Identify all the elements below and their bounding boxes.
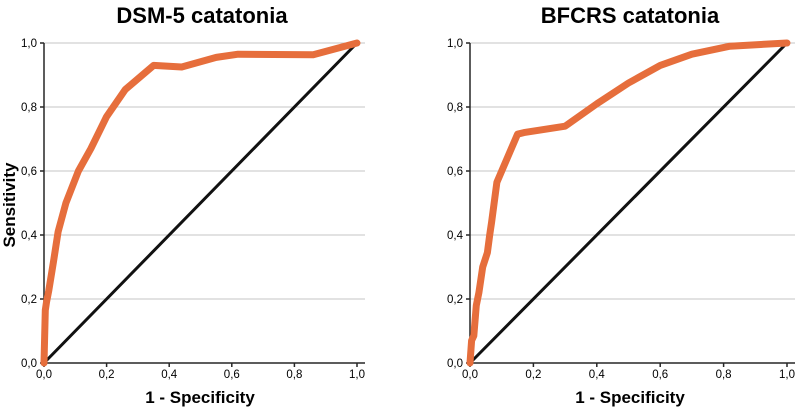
x-tick-label: 0,2 <box>525 369 541 381</box>
x-tick-label: 0,6 <box>652 369 668 381</box>
y-tick-label: 0,4 <box>21 230 38 242</box>
x-tick-label: 0,6 <box>224 369 240 381</box>
x-axis-label-left: 1 - Specificity <box>145 388 255 407</box>
roc-curve <box>40 39 361 367</box>
x-axis-label-right: 1 - Specificity <box>575 388 685 407</box>
y-tick-label: 1,0 <box>21 38 37 50</box>
y-tick-label: 0,0 <box>447 358 463 370</box>
y-tick-label: 0,6 <box>21 166 37 178</box>
chart-title-bfcrs: BFCRS catatonia <box>540 3 720 28</box>
y-tick-label: 0,2 <box>447 294 463 306</box>
chart-title-dsm5: DSM-5 catatonia <box>116 3 288 28</box>
y-tick-label: 0,8 <box>21 102 37 114</box>
y-tick-label: 0,4 <box>447 230 464 242</box>
y-tick-label: 0,2 <box>21 294 37 306</box>
x-tick-label: 0,8 <box>716 369 732 381</box>
roc-curve <box>466 39 791 367</box>
x-tick-label: 1,0 <box>349 369 365 381</box>
x-tick-label: 0,4 <box>589 369 606 381</box>
reference-line <box>42 41 359 365</box>
y-tick-label: 0,6 <box>447 166 463 178</box>
x-tick-label: 0,0 <box>462 369 478 381</box>
reference-line <box>468 41 789 365</box>
y-tick-label: 1,0 <box>447 38 463 50</box>
x-tick-label: 0,0 <box>36 369 52 381</box>
y-tick-label: 0,0 <box>21 358 37 370</box>
x-tick-label: 0,8 <box>286 369 302 381</box>
y-tick-label: 0,8 <box>447 102 463 114</box>
x-tick-label: 0,4 <box>161 369 178 381</box>
x-tick-label: 0,2 <box>99 369 115 381</box>
x-tick-label: 1,0 <box>779 369 795 381</box>
